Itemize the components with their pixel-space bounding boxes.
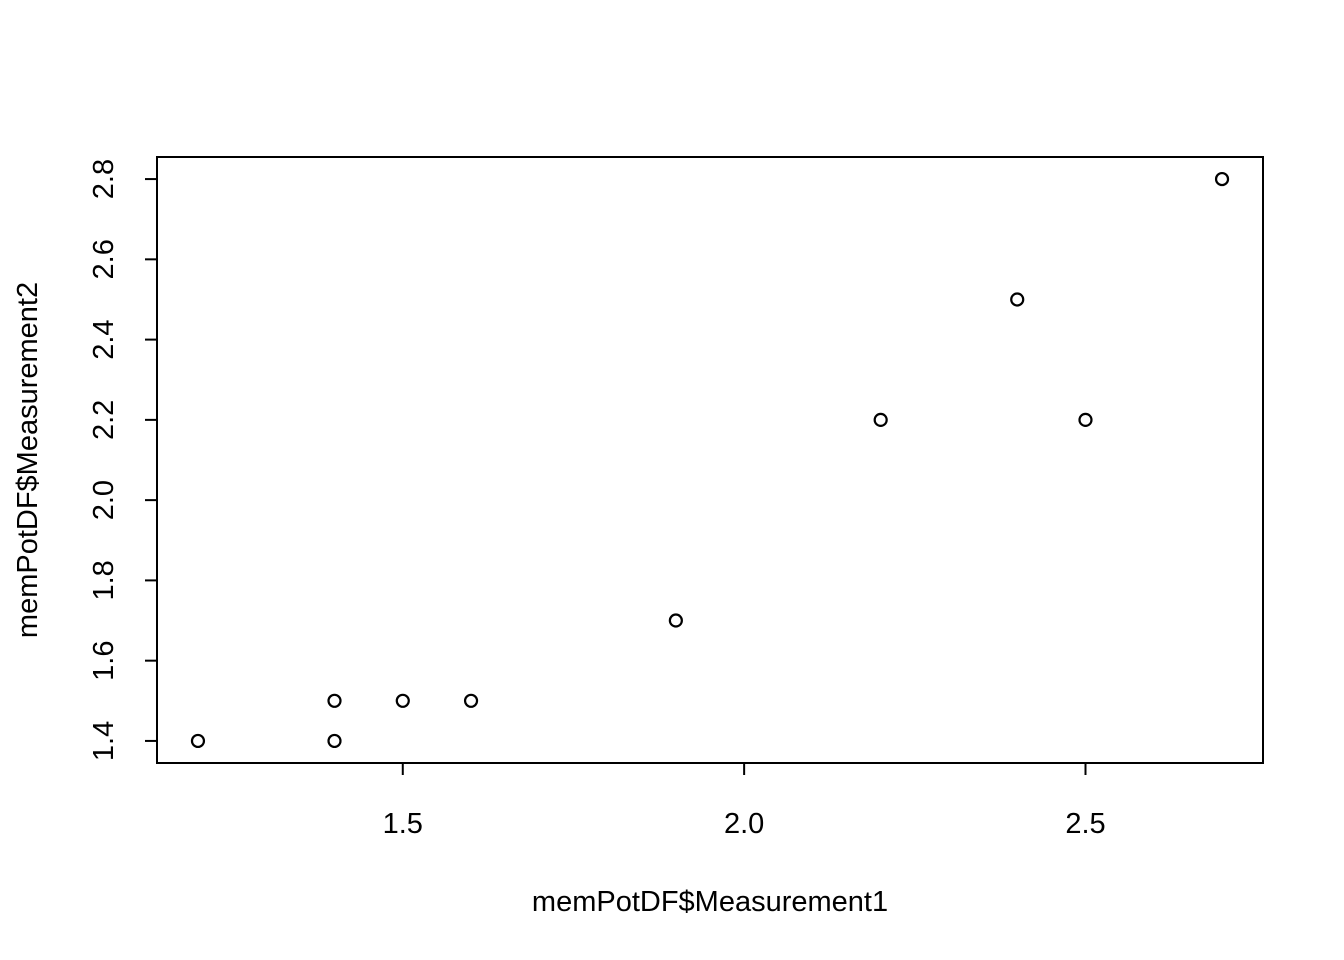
data-point (395, 693, 410, 708)
data-point (668, 613, 683, 628)
data-point (1214, 171, 1230, 187)
y-tick-label: 2.0 (88, 480, 120, 520)
plot-frame (156, 156, 1264, 764)
y-tick-label: 2.6 (88, 239, 120, 279)
data-point (327, 733, 342, 749)
y-tick-label: 1.4 (88, 721, 120, 761)
data-point (190, 733, 206, 749)
data-point (1010, 292, 1025, 307)
x-axis-label: memPotDF$Measurement1 (532, 886, 888, 918)
data-point (327, 693, 342, 708)
data-points (190, 171, 1230, 749)
data-point (1078, 412, 1093, 427)
y-axis: 1.4 1.6 1.8 2.0 2.2 2.4 2.6 2.8 (88, 159, 158, 761)
y-tick-label: 2.2 (88, 400, 120, 440)
x-axis: 1.5 2.0 2.5 (383, 762, 1106, 840)
y-tick-label: 2.4 (88, 319, 120, 359)
y-tick-label: 1.6 (88, 640, 120, 680)
y-axis-label: memPotDF$Measurement2 (12, 282, 44, 638)
y-tick-label: 1.8 (88, 560, 120, 600)
data-point (463, 693, 479, 708)
y-tick-label: 2.8 (88, 159, 120, 199)
x-tick-label: 2.0 (724, 808, 764, 840)
x-tick-label: 1.5 (383, 808, 423, 840)
data-point (873, 412, 888, 427)
x-tick-label: 2.5 (1065, 808, 1105, 840)
